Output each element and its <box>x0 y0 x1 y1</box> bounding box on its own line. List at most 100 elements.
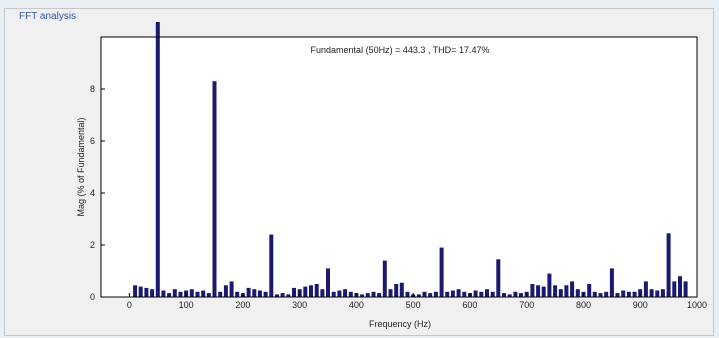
bar <box>496 259 501 297</box>
bar <box>320 289 325 297</box>
bar <box>632 291 637 297</box>
bar <box>643 281 648 297</box>
bar <box>649 289 654 297</box>
bar <box>161 290 166 297</box>
bar <box>433 291 438 297</box>
y-tick-label: 6 <box>90 136 95 146</box>
bar <box>223 285 228 297</box>
bar <box>399 282 404 297</box>
bar <box>257 290 262 297</box>
bar <box>439 247 444 297</box>
bar <box>377 293 382 297</box>
bar <box>275 294 279 297</box>
bar <box>655 290 660 297</box>
bar <box>309 285 313 297</box>
bar <box>229 281 234 297</box>
y-tick-label: 0 <box>90 292 95 302</box>
bar <box>138 286 143 297</box>
bar <box>201 290 206 297</box>
bar <box>621 290 626 297</box>
bar <box>660 289 665 297</box>
panel-title: FFT analysis <box>17 11 79 22</box>
x-tick-label: 700 <box>519 300 534 310</box>
bar <box>473 290 478 297</box>
bar <box>263 291 268 297</box>
bar <box>360 294 365 297</box>
bar <box>269 234 274 297</box>
x-tick-label: 800 <box>576 300 591 310</box>
bar <box>218 291 223 297</box>
bar <box>133 285 138 297</box>
bar <box>195 291 200 297</box>
bar <box>683 281 688 297</box>
axes-box <box>100 36 698 298</box>
bar <box>167 293 172 297</box>
bar <box>292 287 296 297</box>
bar <box>235 291 240 297</box>
x-tick-label: 0 <box>127 300 132 310</box>
bar <box>587 284 592 297</box>
y-axis-label: Mag (% of Fundamental) <box>76 117 86 216</box>
y-tick-label: 4 <box>90 188 95 198</box>
y-tick-label: 8 <box>90 84 95 94</box>
bar <box>541 286 546 297</box>
bar <box>206 293 211 297</box>
bar <box>252 289 257 297</box>
bar <box>382 260 387 297</box>
bar <box>485 289 489 297</box>
bar <box>462 291 467 297</box>
bar <box>286 294 291 297</box>
bar <box>575 289 580 297</box>
bar <box>592 291 597 297</box>
bar <box>502 293 506 297</box>
bar <box>547 273 552 297</box>
bar <box>536 285 541 297</box>
bar <box>405 291 410 297</box>
axes-group: 0 100 200 300 400 500 600 700 800 900 1000 0 2 4 6 8 <box>90 36 707 310</box>
bar <box>445 291 450 297</box>
bar <box>326 268 330 297</box>
bar <box>314 284 319 297</box>
bar <box>450 290 455 297</box>
bar <box>604 291 609 297</box>
x-tick-label: 100 <box>179 300 194 310</box>
x-tick-label: 400 <box>349 300 364 310</box>
bar <box>609 268 614 297</box>
y-tick-label: 2 <box>90 240 95 250</box>
bar <box>388 289 393 297</box>
bar <box>553 285 558 297</box>
x-tick-label: 200 <box>235 300 250 310</box>
chart-title: Fundamental (50Hz) = 443.3 , THD= 17.47% <box>311 45 490 55</box>
bar <box>666 233 671 297</box>
bar <box>507 294 512 297</box>
bar <box>626 291 631 297</box>
bar <box>337 290 342 297</box>
bar <box>672 281 677 297</box>
bar <box>615 293 620 297</box>
bar <box>519 293 523 297</box>
bar <box>416 294 421 297</box>
bar <box>348 291 353 297</box>
bar <box>178 291 183 297</box>
bar <box>172 289 177 297</box>
x-axis-label: Frequency (Hz) <box>369 319 431 329</box>
bar <box>150 289 155 297</box>
x-tick-label: 900 <box>633 300 648 310</box>
bar <box>678 276 682 297</box>
bar <box>394 284 399 297</box>
bar <box>558 289 563 297</box>
bar <box>598 293 603 297</box>
bars-group <box>133 22 688 297</box>
bar <box>144 287 149 297</box>
bar <box>303 286 308 297</box>
bar <box>371 291 376 297</box>
x-tick-label: 600 <box>462 300 477 310</box>
bar <box>570 281 575 297</box>
bar <box>422 291 427 297</box>
x-tick-label: 1000 <box>687 300 707 310</box>
bar <box>479 291 484 297</box>
bar <box>343 289 348 297</box>
bar <box>189 289 194 297</box>
bar <box>564 285 569 297</box>
